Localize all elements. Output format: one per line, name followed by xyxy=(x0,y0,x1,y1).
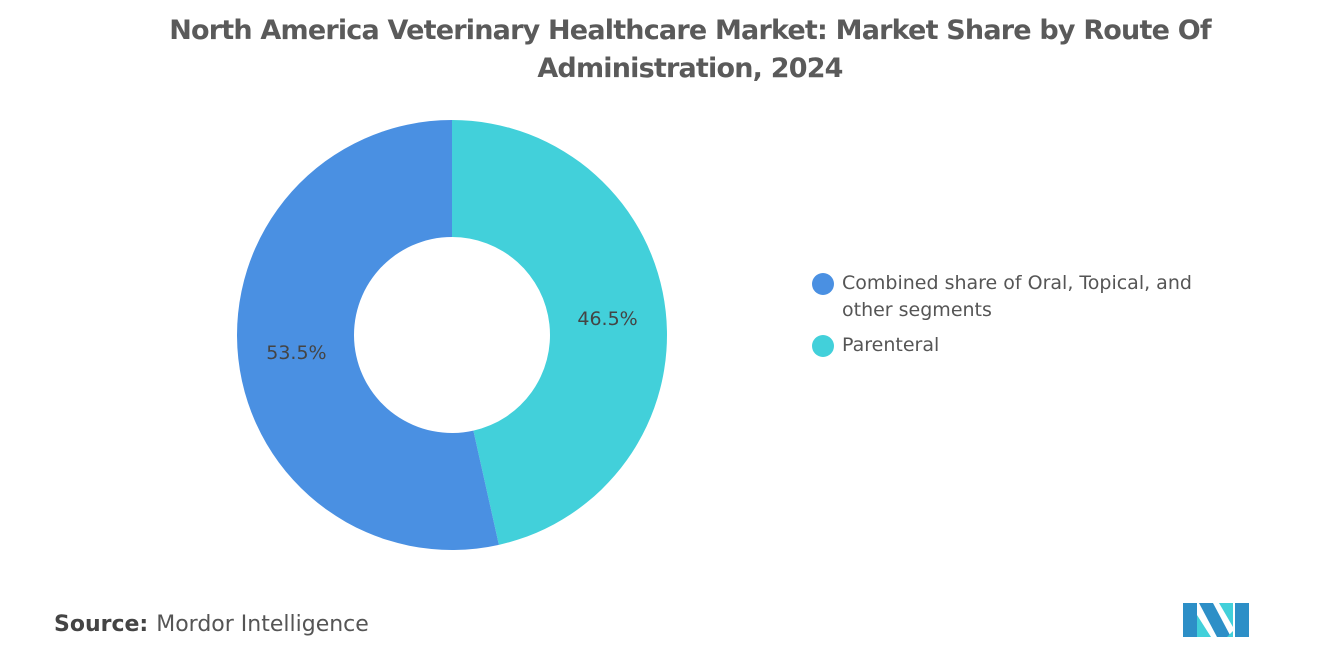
legend-swatch xyxy=(812,335,834,357)
legend: Combined share of Oral, Topical, and oth… xyxy=(812,270,1232,367)
legend-label: Combined share of Oral, Topical, and oth… xyxy=(842,272,1192,321)
legend-label: Parenteral xyxy=(842,334,940,356)
slice-parenteral[interactable] xyxy=(452,120,667,545)
legend-swatch xyxy=(812,273,834,295)
slice-combined-share-of-oral-topical-and-other-segments[interactable] xyxy=(236,120,499,551)
data-label: 46.5% xyxy=(577,308,637,330)
source-label: Source: xyxy=(54,612,149,637)
data-label: 53.5% xyxy=(266,342,326,364)
legend-item-parenteral[interactable]: Parenteral xyxy=(812,332,1232,359)
chart-title: North America Veterinary Healthcare Mark… xyxy=(169,15,1211,84)
mordor-logo-icon xyxy=(1183,603,1249,637)
legend-item-combined[interactable]: Combined share of Oral, Topical, and oth… xyxy=(812,270,1232,324)
source-note: Source: Mordor Intelligence xyxy=(54,612,369,637)
source-value: Mordor Intelligence xyxy=(156,612,369,637)
